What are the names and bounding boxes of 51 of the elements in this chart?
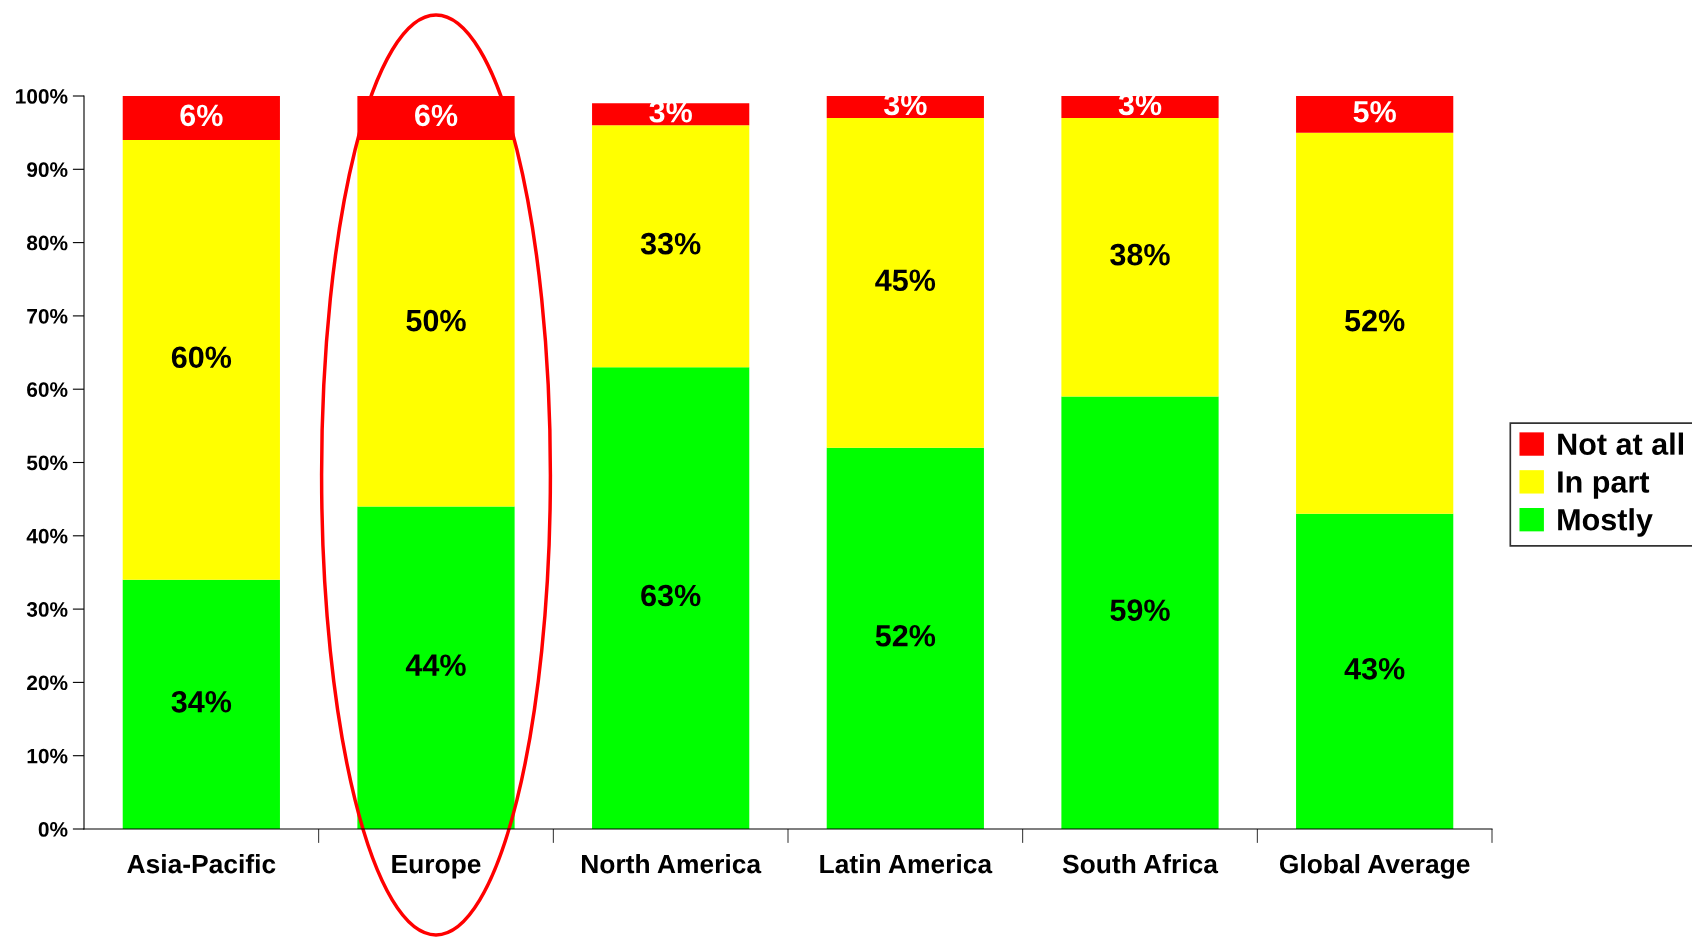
y-tick-label: 60% — [27, 382, 68, 397]
bar — [826, 447, 984, 829]
y-tick-label: 90% — [27, 162, 68, 178]
bar — [122, 96, 280, 140]
y-tick-label: 80% — [26, 235, 68, 251]
x-tick-label: South Africa — [1062, 854, 1219, 874]
bar — [1296, 513, 1454, 829]
bar — [122, 579, 280, 829]
data-label: 33% — [640, 232, 701, 255]
x-tick-label: Global Average — [1279, 854, 1470, 879]
x-tick-label: North America — [582, 854, 762, 874]
x-tick-label: Asia-Pacific — [127, 854, 276, 874]
data-label: 50% — [406, 309, 466, 332]
legend-label: Mostly — [1558, 508, 1653, 537]
data-label: 60% — [171, 346, 232, 369]
bar — [1061, 117, 1219, 397]
data-label: 52% — [875, 624, 936, 647]
data-label: 6% — [415, 104, 458, 127]
bar — [826, 117, 984, 448]
bar — [1061, 396, 1219, 829]
bar — [357, 96, 515, 140]
data-label: 45% — [875, 269, 936, 292]
data-label: 52% — [1345, 309, 1405, 332]
data-label: 63% — [641, 584, 701, 607]
bar — [357, 506, 515, 829]
data-label: 5% — [1353, 100, 1396, 123]
bar — [1061, 96, 1219, 118]
bar — [1296, 96, 1454, 133]
data-label: 59% — [1110, 599, 1170, 621]
data-label: 43% — [1344, 657, 1405, 680]
y-tick-label: 40% — [26, 528, 68, 544]
bar — [357, 139, 515, 507]
data-label: 34% — [171, 690, 232, 713]
y-tick-label: 20% — [27, 675, 68, 691]
bar — [592, 367, 750, 829]
y-tick-label: 70% — [27, 308, 68, 324]
bar — [592, 125, 750, 368]
bar — [122, 139, 280, 580]
data-label: 44% — [405, 654, 466, 676]
data-label: 38% — [1110, 243, 1170, 266]
y-tick-label: 30% — [26, 602, 68, 617]
y-tick-label: 100% — [16, 89, 68, 104]
x-tick-label: Europe — [392, 854, 481, 879]
x-tick-label: Latin America — [820, 854, 993, 874]
y-tick-label: 0% — [38, 822, 68, 837]
y-tick-label: 50% — [26, 455, 68, 471]
legend-label: In part — [1558, 471, 1650, 499]
legend-label: Not at all — [1558, 432, 1683, 455]
data-label: 6% — [180, 104, 223, 127]
y-tick-label: 10% — [27, 748, 68, 764]
bar — [1296, 132, 1454, 514]
